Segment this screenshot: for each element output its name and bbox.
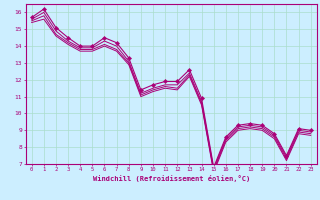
X-axis label: Windchill (Refroidissement éolien,°C): Windchill (Refroidissement éolien,°C) (92, 175, 250, 182)
